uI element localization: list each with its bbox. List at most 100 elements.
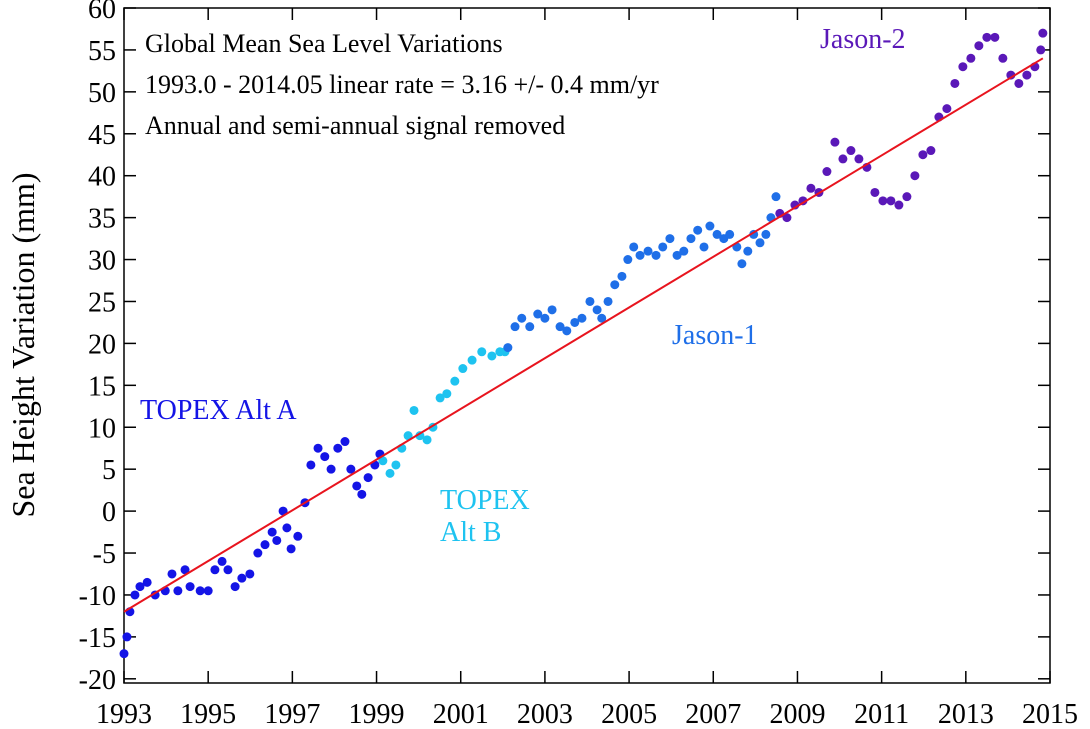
x-tick-label: 2001 [433,699,489,729]
y-tick-label: -5 [93,539,116,570]
y-tick-label: 25 [88,287,116,318]
point [958,62,968,72]
point [422,435,432,445]
point [357,489,367,499]
point [603,296,613,306]
point [822,167,832,177]
point [533,309,543,319]
point [592,305,602,315]
point [617,271,627,281]
point [926,146,936,156]
y-tick-label: -15 [79,623,116,654]
point [562,326,572,336]
x-tick-label: 2009 [769,699,825,729]
point [517,313,527,323]
point [320,452,330,462]
point [467,355,477,365]
point [982,32,992,42]
point [409,405,419,415]
point [806,183,816,193]
point [230,582,240,592]
point [547,305,557,315]
point [686,234,696,244]
point [1038,28,1048,38]
x-tick-label: 2005 [601,699,657,729]
point [450,376,460,386]
point [378,456,388,466]
point [838,154,848,164]
y-tick-label: 35 [88,204,116,235]
point [142,577,152,587]
point [363,473,373,483]
point [119,649,129,659]
point [173,586,183,596]
point [510,322,520,332]
y-tick-label: 20 [88,329,116,360]
x-tick-label: 2011 [854,699,909,729]
point [278,506,288,516]
point [237,573,247,583]
point [487,351,497,361]
point [643,246,653,256]
y-tick-label: -20 [79,665,116,696]
y-tick-label: 30 [88,246,116,277]
point [326,464,336,474]
x-tick-label: 1999 [349,699,405,729]
annotation: Global Mean Sea Level Variations [145,29,503,58]
point [203,586,213,596]
point [253,548,263,558]
point [846,146,856,156]
point [525,322,535,332]
point [167,569,177,579]
point [306,460,316,470]
y-tick-label: 10 [88,413,116,444]
y-tick-label: 50 [88,78,116,109]
point [435,393,445,403]
point [830,137,840,147]
y-axis-label: Sea Height Variation (mm) [5,172,41,517]
point [185,582,195,592]
point [391,460,401,470]
point [577,313,587,323]
point [950,78,960,88]
y-tick-label: -10 [79,581,116,612]
point [737,259,747,269]
y-tick-label: 5 [102,455,116,486]
point [130,590,140,600]
point [699,242,709,252]
point [415,431,425,441]
point [570,317,580,327]
point [651,250,661,260]
x-tick-label: 2013 [938,699,994,729]
x-tick-label: 2007 [685,699,741,729]
series-label: Jason-2 [820,24,906,55]
point [122,632,132,642]
point [998,53,1008,63]
plot-frame [123,7,1051,684]
point [267,527,277,537]
point [635,250,645,260]
annotation: 1993.0 - 2014.05 linear rate = 3.16 +/- … [145,70,659,99]
x-tick-label: 1997 [264,699,320,729]
point [135,582,145,592]
point [870,187,880,197]
point [385,468,395,478]
x-tick-label: 2015 [1022,699,1078,729]
point [540,313,550,323]
point [771,192,781,202]
point [966,53,976,63]
point [886,196,896,206]
point [286,544,296,554]
point [245,569,255,579]
point [180,565,190,575]
point [585,296,595,306]
annotation: Annual and semi-annual signal removed [145,111,565,140]
point [910,171,920,181]
x-tick-label: 1995 [180,699,236,729]
point [743,246,753,256]
point [902,192,912,202]
point [555,322,565,332]
point [195,586,205,596]
